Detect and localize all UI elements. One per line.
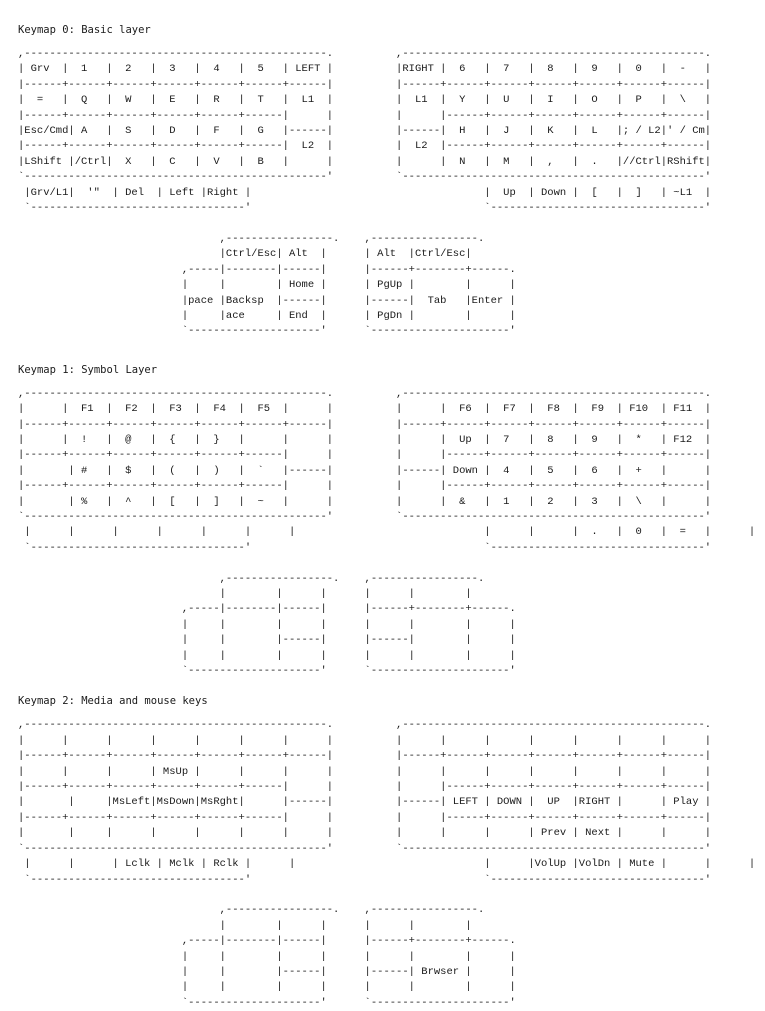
keymap-section-2: Keymap 2: Media and mouse keys ,--------… [18, 693, 765, 1011]
section-spacer [18, 340, 765, 362]
keymap-0-diagram: ,---------------------------------------… [18, 48, 712, 338]
keymap-2-diagram: ,---------------------------------------… [18, 719, 756, 1009]
section-spacer [18, 679, 765, 693]
keymap-2-title: Keymap 2: Media and mouse keys [18, 695, 208, 708]
keymap-section-0: Keymap 0: Basic layer ,-----------------… [18, 22, 765, 340]
keymap-1-title: Keymap 1: Symbol Layer [18, 363, 158, 376]
keymap-1-diagram: ,---------------------------------------… [18, 387, 756, 678]
keymap-0-title: Keymap 0: Basic layer [18, 24, 151, 36]
keymap-section-1: Keymap 1: Symbol Layer ,----------------… [18, 362, 765, 680]
